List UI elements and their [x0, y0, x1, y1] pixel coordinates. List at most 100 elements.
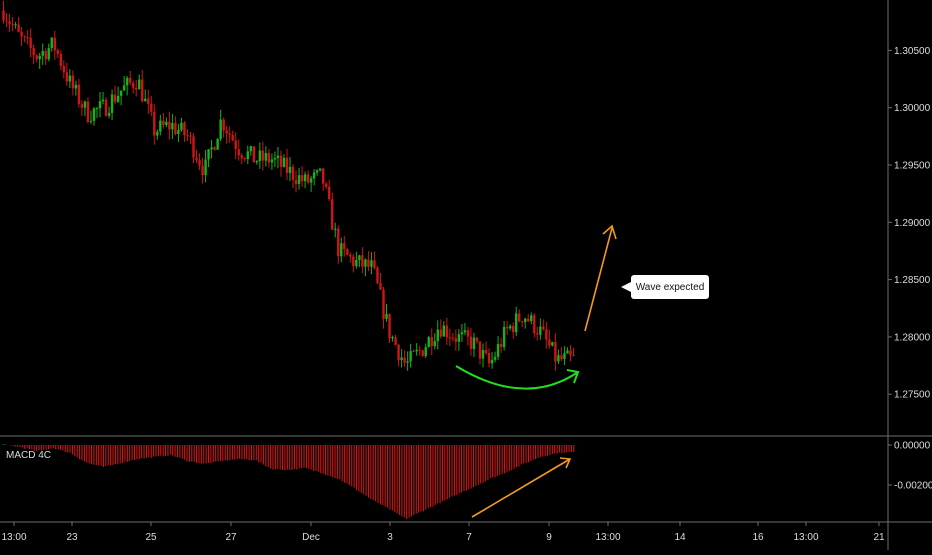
candle-body: [26, 37, 29, 39]
candle-body: [83, 101, 87, 108]
candle-body: [128, 77, 132, 83]
candle-body: [11, 24, 14, 26]
time-tick-label: 13:00: [793, 532, 818, 543]
time-tick-label: 14: [674, 532, 686, 543]
candle-body: [171, 123, 174, 130]
candle-body: [563, 353, 566, 360]
candle-body: [442, 325, 446, 337]
candle-body: [448, 337, 452, 339]
macd-divergence-arrow-line: [471, 458, 571, 518]
candle-body: [397, 344, 400, 361]
price-tick-label: 1.29000: [894, 218, 931, 229]
candle-body: [201, 165, 204, 176]
macd-tick-label: -0.00200: [894, 481, 932, 492]
candle-body: [2, 10, 5, 21]
candle-body: [122, 85, 126, 91]
candle-body: [144, 98, 147, 102]
candle-body: [315, 170, 319, 173]
candle-body: [560, 355, 563, 360]
candle-body: [376, 267, 379, 283]
candle-body: [104, 99, 108, 116]
candle-body: [412, 351, 415, 353]
candle-body: [23, 36, 26, 38]
candle-body: [502, 326, 506, 348]
candle-body: [35, 55, 38, 60]
candle-body: [41, 51, 44, 56]
candle-body: [370, 260, 373, 267]
candle-body: [192, 136, 195, 158]
candle-body: [231, 134, 234, 141]
candle-body: [147, 98, 150, 104]
candle-body: [56, 50, 59, 54]
price-tick-label: 1.30000: [894, 103, 931, 114]
candle-body: [321, 168, 325, 184]
candle-body: [542, 326, 545, 330]
candle-body: [355, 260, 358, 267]
candle-body: [340, 243, 343, 257]
candle-body: [466, 330, 470, 337]
time-tick-label: 23: [66, 532, 78, 543]
candle-body: [469, 336, 473, 349]
candle-body: [86, 101, 90, 122]
candle-body: [569, 350, 572, 355]
candle-body: [288, 166, 292, 173]
candle-body: [518, 313, 521, 322]
candle-body: [463, 330, 467, 333]
candle-body: [246, 151, 249, 160]
candle-body: [264, 153, 268, 161]
candle-body: [68, 75, 72, 82]
annotations-layer: [455, 224, 617, 518]
candle-body: [74, 84, 78, 89]
candle-body: [270, 159, 274, 163]
candle-body: [297, 175, 301, 185]
candle-body: [279, 155, 283, 167]
candle-body: [484, 350, 488, 354]
candle-body: [258, 150, 262, 162]
time-tick-label: 3: [387, 532, 393, 543]
candle-body: [436, 329, 439, 342]
candle-body: [478, 341, 482, 359]
candle-body: [125, 77, 129, 86]
candle-body: [62, 65, 66, 73]
candle-body: [511, 325, 515, 333]
candle-body: [162, 120, 165, 126]
candle-body: [430, 337, 433, 347]
candle-body: [415, 349, 418, 352]
candle-body: [65, 72, 69, 82]
candle-body: [165, 121, 168, 126]
candle-body: [472, 337, 476, 349]
candle-body: [318, 168, 322, 171]
candle-body: [186, 135, 189, 137]
candle-body: [548, 339, 551, 346]
candle-body: [29, 37, 32, 49]
candle-body: [20, 31, 23, 37]
candle-body: [499, 344, 503, 348]
time-tick-label: 13:00: [595, 532, 620, 543]
candle-body: [50, 37, 53, 48]
candle-body: [394, 337, 397, 345]
candle-body: [44, 51, 47, 60]
candle-body: [92, 108, 96, 121]
candle-body: [331, 199, 334, 230]
candle-body: [505, 326, 509, 329]
wave-expected-callout: Wave expected: [621, 275, 709, 299]
candle-body: [536, 333, 539, 335]
green-curve-arrow: [455, 365, 579, 390]
candle-body: [418, 349, 421, 351]
time-tick-label: 27: [225, 532, 237, 543]
candle-body: [530, 315, 533, 322]
candle-body: [80, 104, 84, 108]
time-tick-label: 9: [546, 532, 552, 543]
candle-body: [282, 157, 286, 167]
candle-body: [261, 150, 265, 161]
candle-body: [204, 159, 207, 176]
candle-body: [521, 321, 524, 323]
macd-label: MACD 4C: [6, 450, 51, 461]
candle-body: [481, 350, 485, 359]
macd-layer: MACD 4C: [2, 444, 575, 520]
candle-body: [445, 325, 449, 338]
time-tick-label: 21: [873, 532, 885, 543]
candle-body: [153, 111, 156, 136]
candle-body: [222, 119, 225, 131]
